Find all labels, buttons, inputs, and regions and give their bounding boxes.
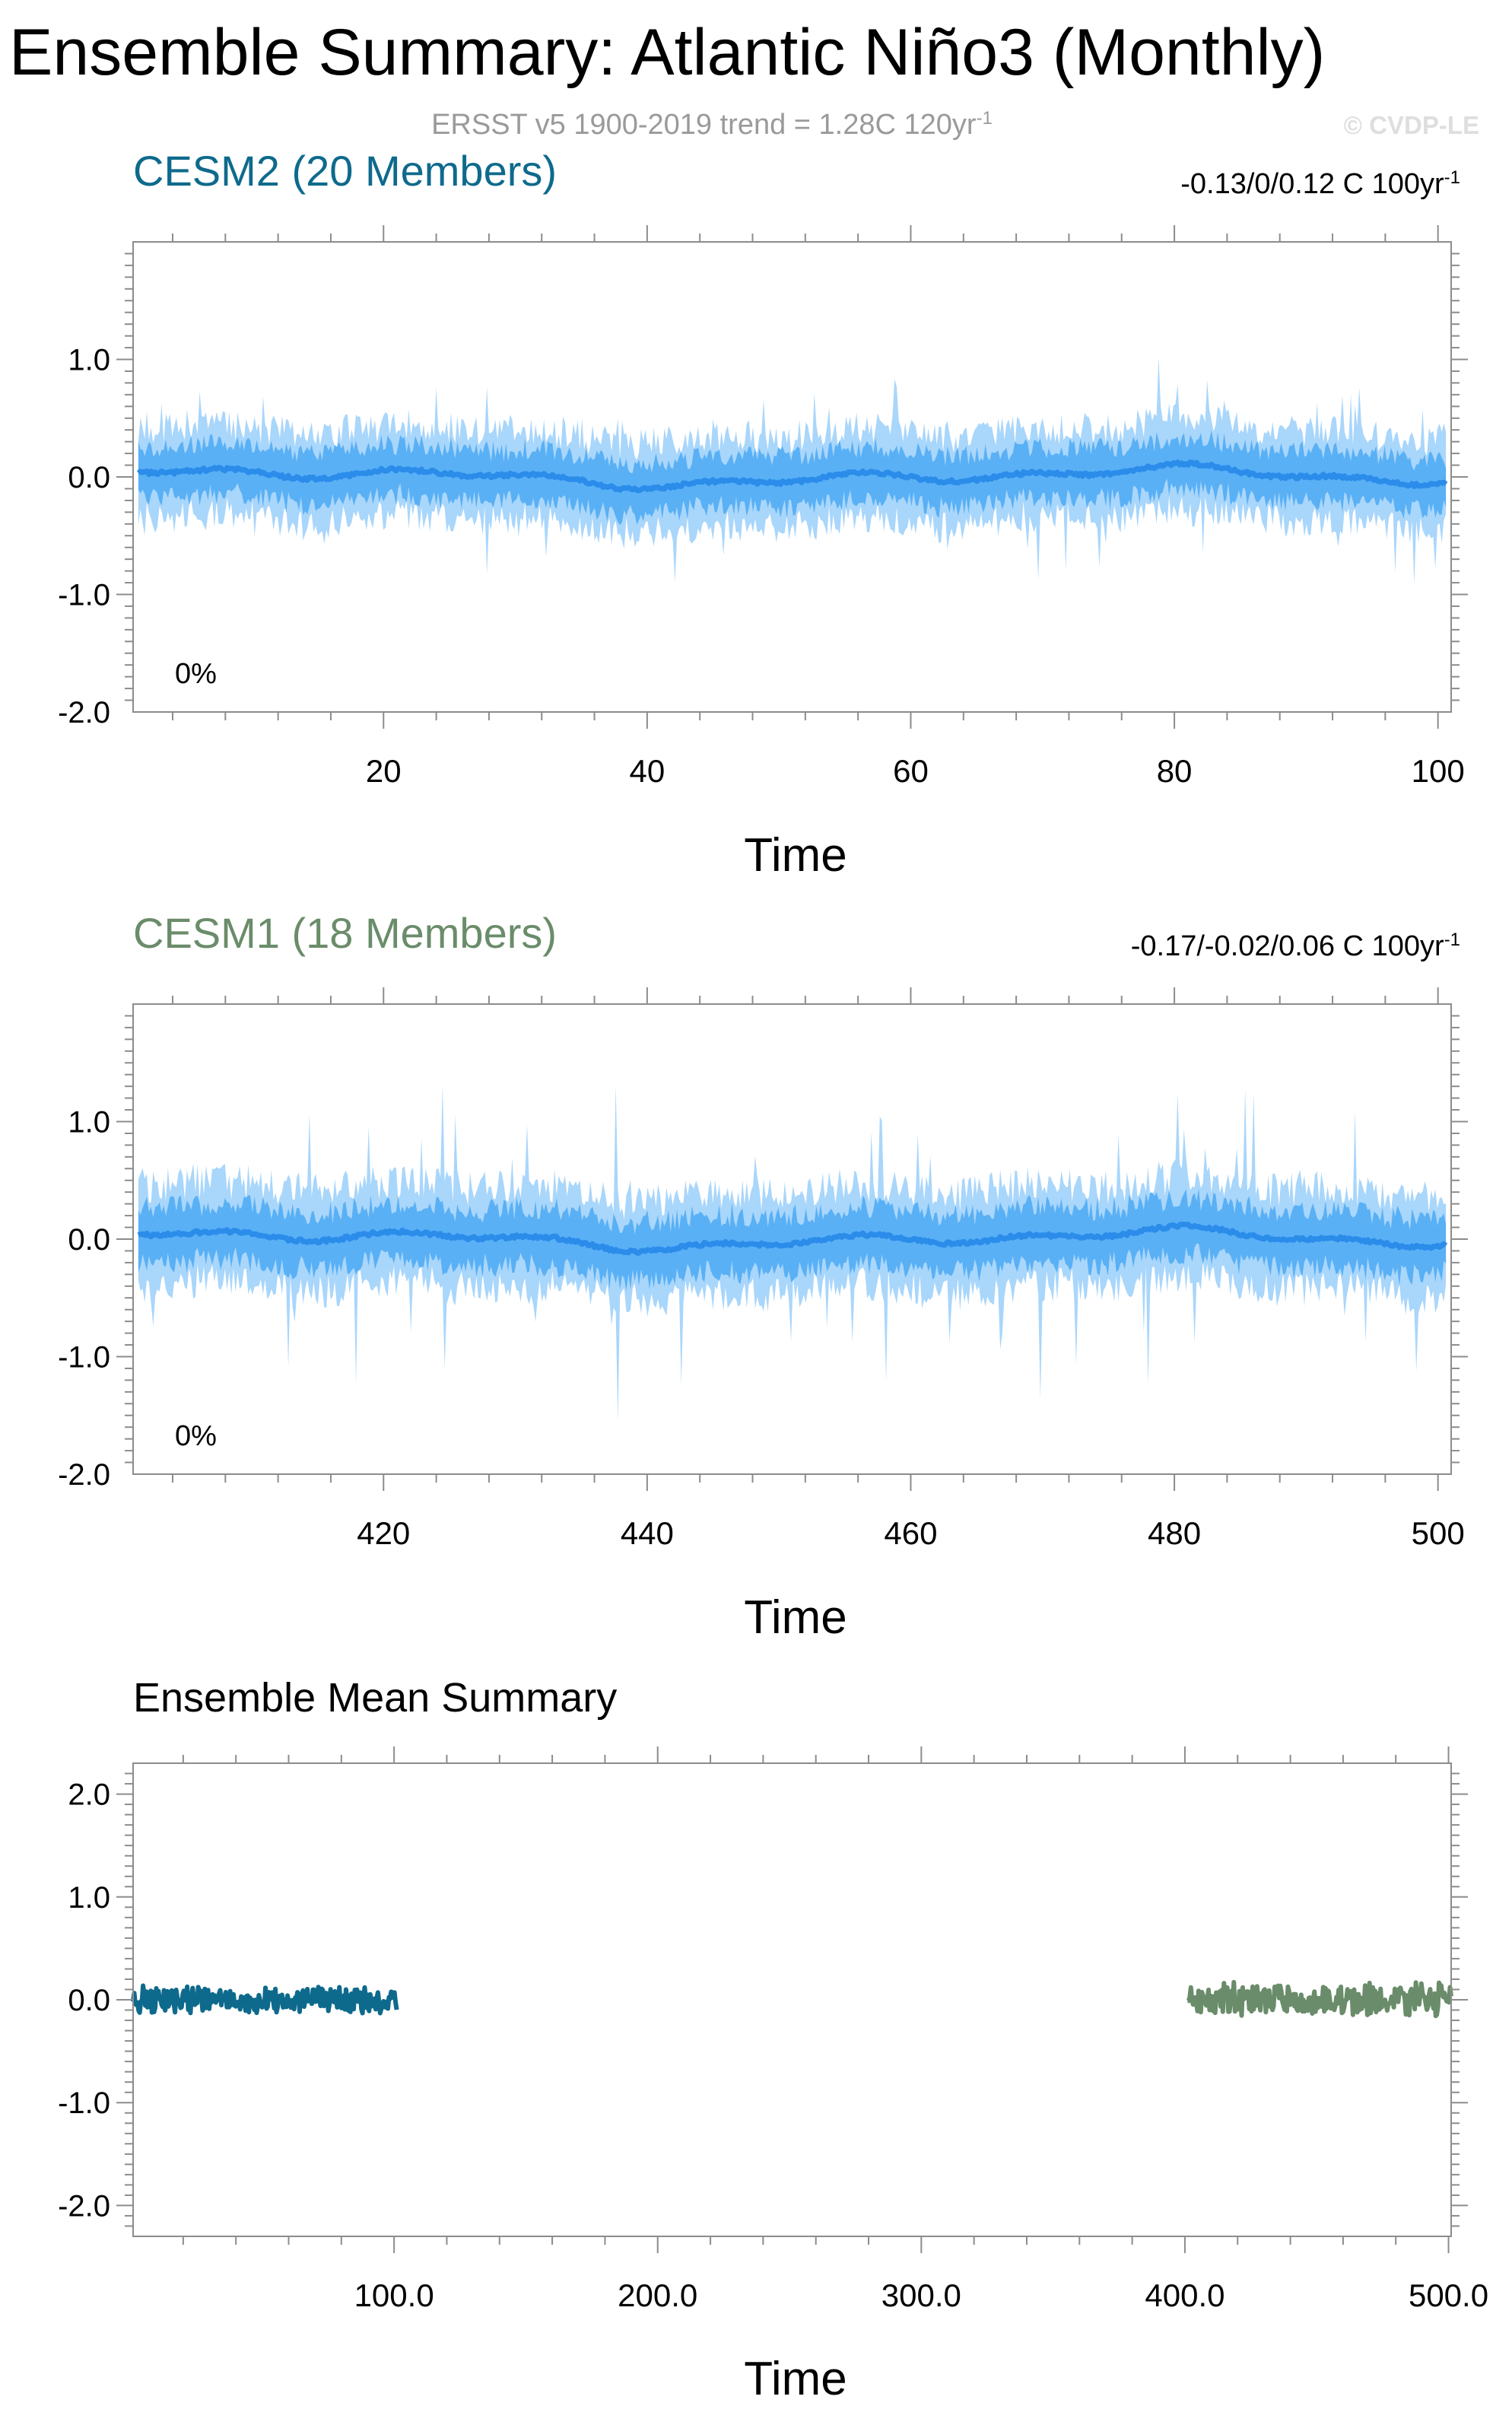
y-tick-label: 0.0: [68, 461, 110, 494]
y-tick-label: -2.0: [58, 2189, 110, 2223]
ensemble-mean-plot-area: -2.0 -1.0 0.0 1.0 2.0 100.0 200.0 300.0 400.0 500…: [58, 1746, 1488, 2313]
y-tick-label: -2.0: [58, 1458, 110, 1492]
trend-label: -0.17/-0.02/0.06 C 100yr-1: [1131, 930, 1460, 963]
figure-subtitle-sup: -1: [977, 108, 993, 129]
figure-title: Ensemble Summary: Atlantic Niño3 (Monthl…: [9, 16, 1325, 89]
cesm2-plot-area: -2.0 -1.0 0.0 1.0 20 40 60 80 100: [58, 225, 1468, 789]
y-tick-label: -1.0: [58, 2087, 110, 2120]
figure-subtitle: ERSST v5 1900-2019 trend = 1.28C 120yr-1: [431, 108, 993, 141]
y-tick-label: 0.0: [68, 1984, 110, 2017]
panel-title: Ensemble Mean Summary: [133, 1675, 617, 1721]
percent-label: 0%: [175, 1420, 217, 1452]
trend-label-sup: -1: [1444, 930, 1460, 950]
ensemble-mean-line: [137, 1222, 1448, 1256]
panel-title: CESM2 (20 Members): [133, 147, 557, 195]
trend-label-main: -0.17/-0.02/0.06 C 100yr: [1131, 930, 1444, 962]
y-tick-label: -1.0: [58, 1341, 110, 1375]
cesm1-mean-line: [1186, 1979, 1453, 2019]
x-tick-label: 200.0: [618, 2277, 697, 2313]
x-tick-label: 40: [630, 753, 665, 789]
ensemble-mean-panel: Ensemble Mean Summary -2.0 -1.0 0.0 1.0 2.0 1…: [58, 1675, 1488, 2405]
cesm2-mean-line: [131, 1983, 399, 2016]
ensemble-mean-line: [136, 459, 1448, 494]
x-tick-label: 500.0: [1409, 2277, 1488, 2313]
cesm2-panel: CESM2 (20 Members) -0.13/0/0.12 C 100yr-…: [58, 147, 1468, 882]
y-tick-label: -2.0: [58, 696, 110, 729]
x-tick-label: 80: [1157, 753, 1193, 789]
y-tick-label: 2.0: [68, 1778, 110, 1812]
panel-title: CESM1 (18 Members): [133, 909, 557, 957]
x-axis-label: Time: [744, 2353, 847, 2405]
x-tick-label: 460: [884, 1515, 937, 1551]
x-tick-label: 420: [357, 1515, 410, 1551]
x-axis-label: Time: [744, 829, 847, 882]
y-tick-label: 1.0: [68, 344, 110, 377]
figure-subtitle-main: ERSST v5 1900-2019 trend = 1.28C 120yr: [431, 109, 977, 141]
member-spread-inner-area: [138, 431, 1447, 526]
x-tick-label: 500: [1412, 1515, 1465, 1551]
trend-label: -0.13/0/0.12 C 100yr-1: [1180, 167, 1460, 201]
y-tick-label: 1.0: [68, 1881, 110, 1915]
x-tick-label: 480: [1148, 1515, 1201, 1551]
cesm1-panel: CESM1 (18 Members) -0.17/-0.02/0.06 C 10…: [58, 909, 1468, 1644]
x-tick-label: 100.0: [354, 2277, 434, 2313]
watermark: © CVDP-LE: [1344, 111, 1479, 139]
y-tick-label: 1.0: [68, 1106, 110, 1139]
x-tick-label: 60: [893, 753, 929, 789]
x-tick-label: 100: [1412, 753, 1465, 789]
percent-label: 0%: [175, 658, 217, 690]
x-tick-label: 20: [366, 753, 402, 789]
trend-label-main: -0.13/0/0.12 C 100yr: [1180, 168, 1444, 200]
y-tick-label: 0.0: [68, 1223, 110, 1257]
x-tick-label: 400.0: [1145, 2277, 1225, 2313]
y-tick-label: -1.0: [58, 579, 110, 612]
member-spread-inner-area: [138, 1188, 1447, 1291]
trend-label-sup: -1: [1444, 167, 1460, 188]
x-tick-label: 300.0: [881, 2277, 961, 2313]
cesm1-plot-area: -2.0 -1.0 0.0 1.0 420 440 460 480 500: [58, 987, 1468, 1551]
x-tick-label: 440: [621, 1515, 674, 1551]
x-axis-label: Time: [744, 1591, 847, 1644]
